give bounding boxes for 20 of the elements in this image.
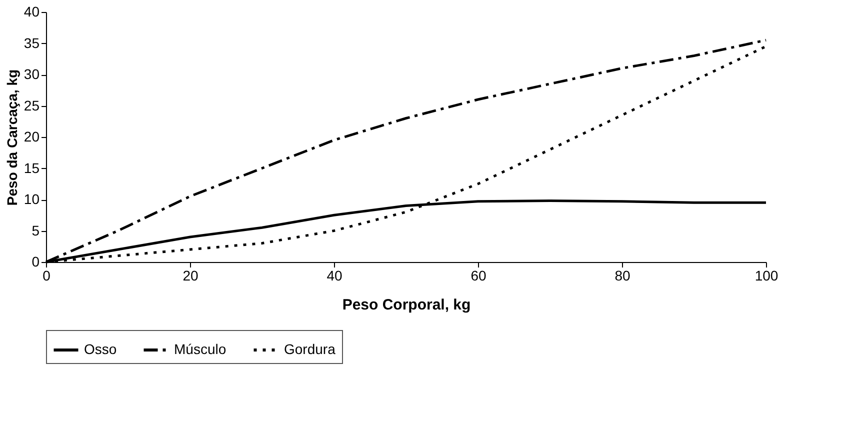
- y-tick-label: 20: [24, 128, 40, 144]
- x-tick-label: 60: [470, 268, 486, 284]
- y-tick-label: 0: [32, 254, 40, 270]
- x-tick-label: 0: [42, 268, 51, 284]
- y-tick-label: 10: [24, 191, 40, 207]
- y-tick-label: 5: [32, 222, 40, 238]
- y-axis-title: Peso da Carcaça, kg: [4, 69, 20, 206]
- x-tick-label: 20: [182, 268, 198, 284]
- legend-label: Músculo: [174, 341, 226, 357]
- x-tick-label: 40: [326, 268, 342, 284]
- legend-label: Osso: [84, 341, 117, 357]
- y-tick-label: 40: [24, 4, 40, 20]
- y-tick-label: 25: [24, 97, 40, 114]
- y-tick-label: 30: [24, 66, 40, 82]
- y-tick-label: 35: [24, 34, 40, 51]
- x-tick-label: 80: [614, 268, 630, 284]
- x-tick-label: 100: [754, 268, 778, 284]
- legend-label: Gordura: [284, 341, 336, 357]
- x-axis-title: Peso Corporal, kg: [342, 296, 471, 314]
- y-tick-label: 15: [24, 160, 40, 176]
